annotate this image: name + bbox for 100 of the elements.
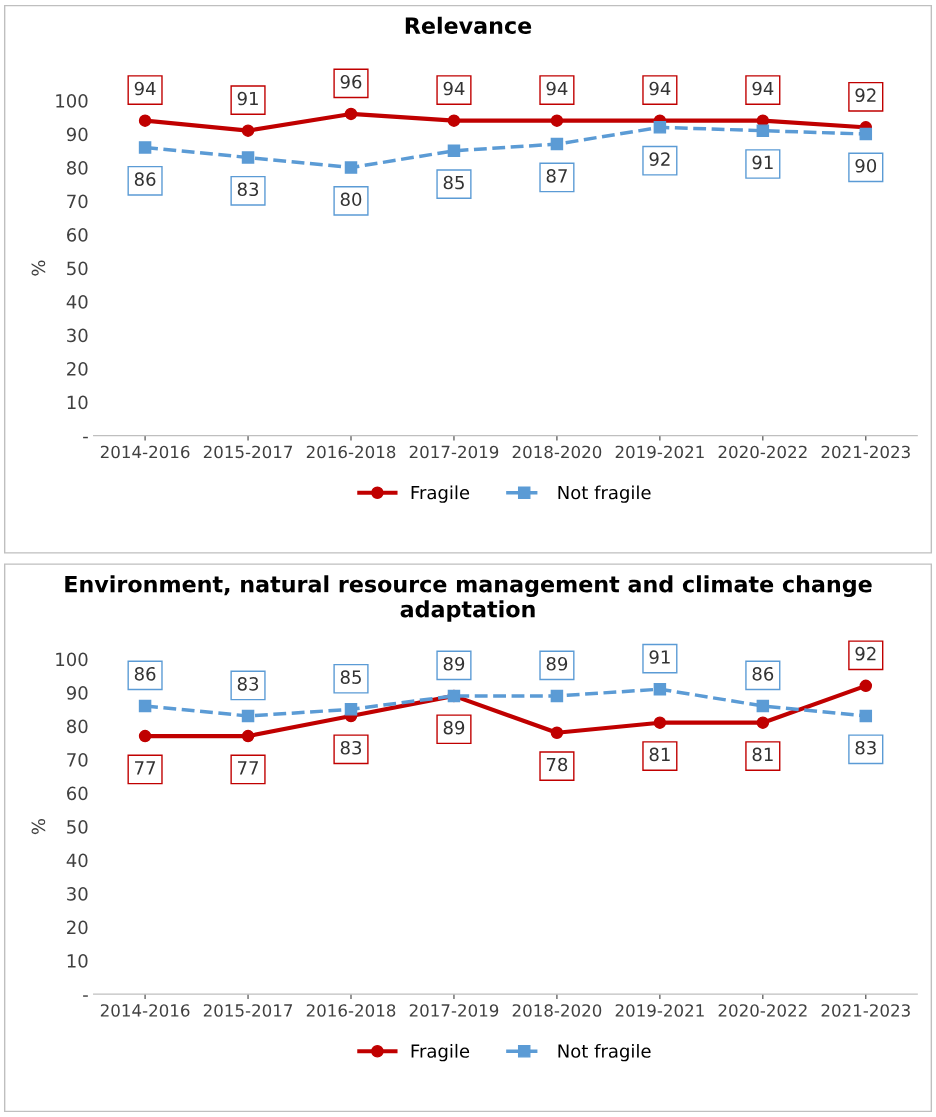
point	[138, 729, 152, 743]
y-tick-label: 50	[67, 820, 88, 834]
data-label: 91	[237, 91, 258, 106]
point	[138, 114, 152, 127]
point	[241, 729, 255, 743]
data-label: 89	[443, 720, 465, 735]
data-label: 94	[546, 81, 568, 96]
x-tick-label: 2020-2022	[718, 1004, 807, 1017]
data-label: 83	[855, 740, 876, 755]
point	[653, 716, 667, 729]
point	[241, 709, 255, 723]
data-label: 96	[340, 74, 362, 89]
data-label: 81	[752, 747, 773, 762]
chart-title: Environment, natural resource management and climate change adaptation	[65, 575, 872, 622]
x-tick-label: 2017-2019	[409, 1004, 499, 1017]
x-tick-label: 2021-2023	[821, 1004, 910, 1017]
y-tick-label: 10	[67, 395, 88, 410]
point	[756, 716, 770, 729]
data-label: 85	[340, 670, 361, 684]
data-label: 86	[134, 666, 156, 681]
data-label: 90	[855, 158, 877, 173]
point	[447, 144, 461, 158]
y-tick-label: 20	[67, 362, 88, 376]
legend-label: Not fragile	[558, 1043, 651, 1062]
x-tick-label: 2019-2021	[615, 1004, 704, 1017]
y-tick-label: 40	[66, 853, 88, 868]
point	[447, 114, 461, 127]
point	[241, 124, 255, 137]
data-label: 91	[649, 650, 670, 664]
point	[550, 726, 564, 740]
data-label: 83	[340, 740, 362, 755]
data-label: 77	[135, 761, 156, 775]
point	[138, 141, 152, 154]
legend-label: Fragile	[411, 485, 470, 503]
y-tick-label: 40	[66, 295, 88, 309]
point	[859, 679, 873, 693]
data-label: 80	[340, 192, 362, 207]
y-tick-label: 50	[67, 261, 88, 276]
data-label: 78	[546, 757, 568, 772]
y-axis-title: %	[31, 819, 46, 835]
y-tick-label: 30	[67, 887, 88, 901]
point	[550, 137, 564, 151]
y-tick-label: 60	[67, 786, 88, 801]
data-label: 87	[546, 169, 567, 183]
x-tick-label: 2019-2021	[615, 445, 704, 459]
data-label: 89	[443, 656, 465, 671]
data-label: 94	[752, 81, 774, 96]
point	[653, 682, 667, 696]
x-tick-label: 2015-2017	[203, 445, 293, 459]
data-label: 77	[238, 761, 258, 775]
y-tick-label: 70	[67, 194, 88, 209]
data-label: 85	[443, 175, 464, 190]
point	[344, 107, 358, 121]
point	[138, 699, 152, 713]
point	[653, 121, 667, 134]
x-tick-label: 2021-2023	[821, 445, 910, 459]
data-label: 92	[855, 646, 876, 661]
x-tick-label: 2017-2019	[409, 445, 499, 459]
data-label: 92	[649, 152, 670, 166]
y-tick-label: 70	[67, 753, 88, 767]
x-tick-label: 2014-2016	[100, 445, 190, 459]
x-tick-label: 2016-2018	[306, 1004, 396, 1017]
x-tick-label: 2015-2017	[203, 1004, 293, 1017]
data-label: 83	[237, 182, 259, 197]
data-label: 94	[134, 81, 156, 96]
point	[859, 127, 873, 141]
data-label: 92	[855, 88, 876, 103]
data-label: 94	[443, 81, 465, 96]
x-tick-label: 2020-2022	[718, 445, 807, 459]
y-axis-title: %	[31, 260, 46, 276]
point	[550, 689, 564, 703]
x-tick-label: 2016-2018	[306, 445, 396, 459]
x-tick-label: 2014-2016	[100, 1004, 190, 1017]
y-tick-label: 100	[56, 652, 88, 667]
point	[859, 709, 873, 723]
chart-title: Relevance	[405, 16, 532, 34]
point	[550, 114, 564, 127]
y-tick-label: 90	[66, 686, 88, 700]
data-label: 86	[134, 172, 156, 187]
point	[756, 124, 770, 137]
point	[344, 161, 358, 174]
point	[756, 699, 770, 713]
y-tick-label: -	[83, 436, 88, 439]
data-label: 91	[752, 155, 773, 170]
y-tick-label: 30	[67, 328, 88, 343]
data-label: 89	[546, 656, 568, 671]
data-label: 86	[752, 666, 774, 681]
y-tick-label: 90	[66, 127, 88, 142]
point	[241, 151, 255, 164]
data-label: 83	[237, 677, 259, 691]
data-label: 81	[649, 747, 670, 762]
y-tick-label: 100	[56, 93, 88, 108]
data-label: 94	[649, 81, 671, 96]
legend-label: Fragile	[411, 1043, 470, 1062]
y-tick-label: 80	[66, 719, 88, 734]
x-tick-label: 2018-2020	[512, 1004, 602, 1017]
y-tick-label: 20	[67, 920, 88, 935]
legend-label: Not fragile	[558, 485, 651, 503]
x-tick-label: 2018-2020	[512, 445, 602, 459]
y-tick-label: 80	[66, 161, 88, 175]
